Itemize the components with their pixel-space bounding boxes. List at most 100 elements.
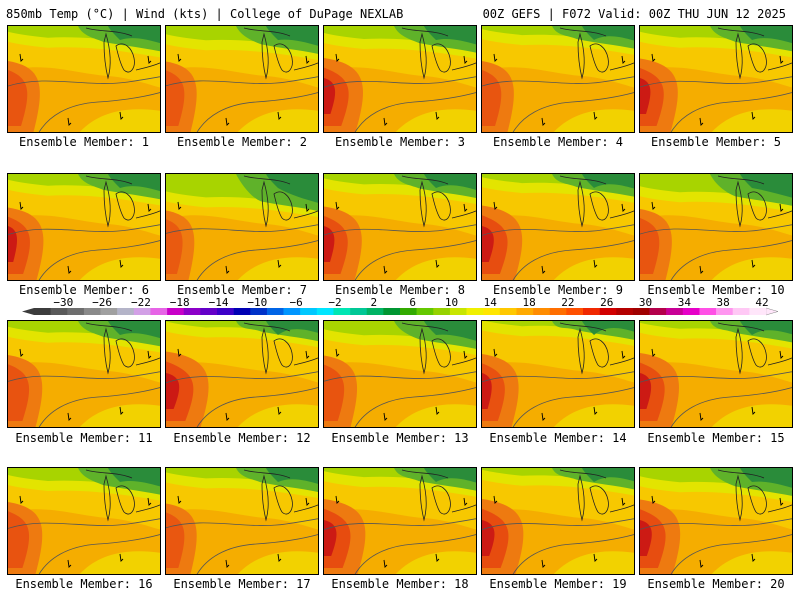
ensemble-member-label: Ensemble Member: 20 — [647, 577, 785, 591]
colorbar-swatch — [67, 308, 85, 315]
ensemble-member-label: Ensemble Member: 17 — [173, 577, 311, 591]
colorbar-tick-label: 26 — [600, 296, 613, 309]
colorbar-tick-label: 22 — [561, 296, 574, 309]
colorbar-swatch — [533, 308, 551, 315]
colorbar-swatch — [699, 308, 717, 315]
ensemble-member-map — [323, 467, 477, 575]
colorbar-tick-label: 34 — [678, 296, 692, 309]
colorbar-tick-label: 6 — [409, 296, 416, 309]
ensemble-member-label: Ensemble Member: 4 — [492, 135, 624, 149]
ensemble-member-label: Ensemble Member: 15 — [647, 431, 785, 445]
temperature-field — [640, 321, 792, 427]
colorbar-swatch — [516, 308, 534, 315]
ensemble-member-map — [639, 320, 793, 428]
colorbar-tick-label: −30 — [53, 296, 73, 309]
colorbar-tick-label: −6 — [290, 296, 303, 309]
colorbar-swatch — [483, 308, 501, 315]
colorbar-tick-label: 2 — [371, 296, 378, 309]
ensemble-member-label: Ensemble Member: 3 — [334, 135, 466, 149]
ensemble-member-label: Ensemble Member: 6 — [18, 283, 150, 297]
ensemble-member-label: Ensemble Member: 1 — [18, 135, 150, 149]
colorbar-swatch — [117, 308, 135, 315]
colorbar-swatch — [416, 308, 434, 315]
ensemble-member-map — [481, 25, 635, 133]
ensemble-member-map — [481, 320, 635, 428]
colorbar-swatch — [583, 308, 600, 315]
ensemble-member-map — [165, 467, 319, 575]
temperature-field — [324, 174, 476, 280]
colorbar-swatch — [682, 308, 700, 315]
colorbar-tick-label: −22 — [131, 296, 151, 309]
ensemble-member-label: Ensemble Member: 10 — [647, 283, 785, 297]
colorbar-tick-label: −10 — [247, 296, 267, 309]
ensemble-member-label: Ensemble Member: 8 — [334, 283, 466, 297]
colorbar-swatch — [449, 308, 467, 315]
ensemble-member-map — [323, 173, 477, 281]
colorbar-swatch — [616, 308, 634, 315]
ensemble-member-map — [165, 25, 319, 133]
temperature-field — [324, 321, 476, 427]
temperature-colorbar: −30 −26 −22 −18 −14 −10 −6 −2 2 6 10 14 18 22 26 30 34 38… — [22, 296, 779, 316]
colorbar-swatch — [716, 308, 734, 315]
temperature-field — [482, 321, 634, 427]
ensemble-member-label: Ensemble Member: 5 — [650, 135, 782, 149]
temperature-field — [324, 26, 476, 132]
map-title: 850mb Temp (°C) | Wind (kts) | College o… — [6, 7, 404, 21]
temperature-field — [8, 26, 160, 132]
colorbar-swatch — [466, 308, 484, 315]
colorbar-swatch — [549, 308, 567, 315]
temperature-field — [640, 174, 792, 280]
ensemble-member-map — [165, 320, 319, 428]
run-valid-time: 00Z GEFS | F072 Valid: 00Z THU JUN 12 20… — [482, 7, 786, 21]
ensemble-member-label: Ensemble Member: 2 — [176, 135, 308, 149]
ensemble-member-label: Ensemble Member: 16 — [15, 577, 153, 591]
colorbar-swatch — [400, 308, 417, 315]
temperature-field — [166, 174, 318, 280]
colorbar-swatch — [183, 308, 201, 315]
colorbar-tick-label: −14 — [209, 296, 229, 309]
colorbar-swatch — [266, 308, 284, 315]
temperature-field — [324, 468, 476, 574]
temperature-field — [640, 468, 792, 574]
colorbar-swatch — [167, 308, 185, 315]
colorbar-tick-label: 18 — [522, 296, 535, 309]
ensemble-member-label: Ensemble Member: 12 — [173, 431, 311, 445]
ensemble-member-map — [7, 25, 161, 133]
temperature-field — [8, 321, 160, 427]
temperature-field — [640, 26, 792, 132]
colorbar-swatch — [300, 308, 318, 315]
ensemble-member-label: Ensemble Member: 14 — [489, 431, 627, 445]
ensemble-member-map — [639, 467, 793, 575]
temperature-field — [166, 321, 318, 427]
temperature-field — [482, 468, 634, 574]
ensemble-member-map — [481, 467, 635, 575]
colorbar-swatch — [649, 308, 667, 315]
colorbar-swatch — [666, 308, 684, 315]
ensemble-member-map — [639, 173, 793, 281]
colorbar-tick-label: 10 — [445, 296, 458, 309]
ensemble-member-map — [165, 173, 319, 281]
colorbar-swatch — [83, 308, 101, 315]
colorbar-tick-label: 38 — [717, 296, 730, 309]
colorbar-swatch — [250, 308, 268, 315]
colorbar-swatch — [366, 308, 384, 315]
temperature-field — [166, 26, 318, 132]
colorbar-tick-label: 14 — [484, 296, 498, 309]
colorbar-tick-label: −2 — [328, 296, 341, 309]
temperature-field — [482, 26, 634, 132]
colorbar-swatch — [50, 308, 68, 315]
temperature-field — [166, 468, 318, 574]
colorbar-swatch — [150, 308, 168, 315]
colorbar-tick-label: −26 — [92, 296, 112, 309]
colorbar-swatch — [499, 308, 517, 315]
ensemble-member-label: Ensemble Member: 7 — [176, 283, 308, 297]
ensemble-member-map — [7, 467, 161, 575]
colorbar-swatch — [383, 308, 401, 315]
colorbar-tick-label: 42 — [755, 296, 768, 309]
colorbar-swatch — [100, 308, 118, 315]
ensemble-member-label: Ensemble Member: 19 — [489, 577, 627, 591]
temperature-field — [8, 174, 160, 280]
colorbar-max-arrow — [765, 307, 779, 316]
colorbar-swatch — [217, 308, 234, 315]
